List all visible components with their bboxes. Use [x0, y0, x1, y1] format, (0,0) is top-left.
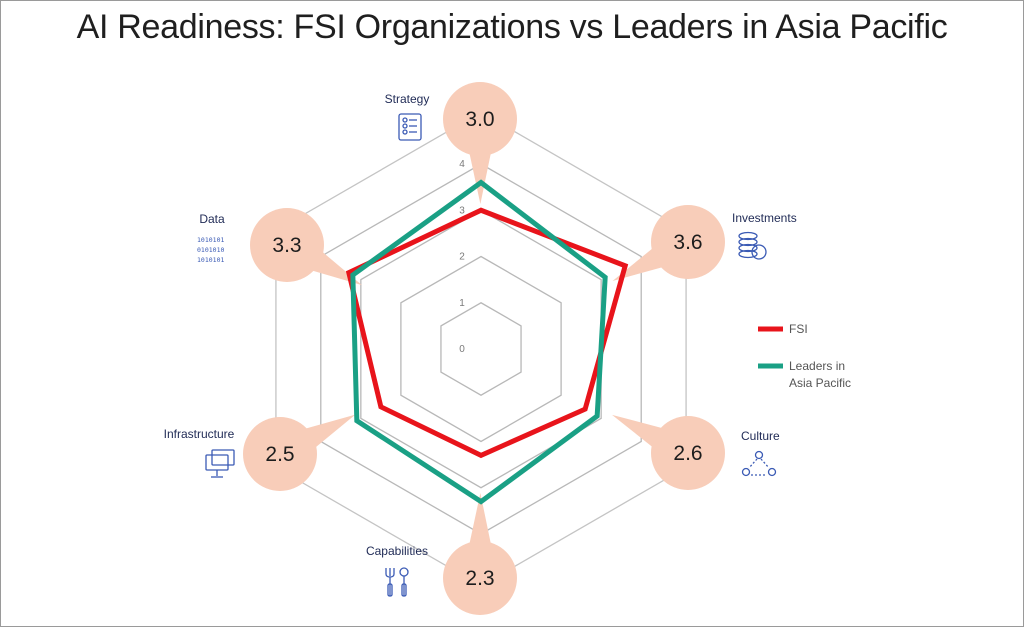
icon-part [738, 237, 758, 247]
binary-data-icon: 1010101 0101010 1010101 [197, 236, 224, 264]
value-bubbles: 3.0 3.6 2.6 2.3 2.5 3.3 [243, 82, 725, 615]
icon-part [767, 467, 777, 477]
series-line-leaders [350, 179, 608, 505]
axis-label-data: Data [199, 212, 225, 226]
grid-ring-2 [400, 255, 562, 443]
icon-part [738, 231, 758, 241]
axis-label-strategy: Strategy [385, 92, 430, 106]
value-bubble-data: 3.3 [250, 208, 362, 286]
icon-part: 1010101 [197, 236, 224, 244]
icon-part [211, 449, 235, 466]
bubble-value: 3.3 [272, 234, 301, 257]
value-bubble-infrastructure: 2.5 [243, 414, 356, 491]
value-bubble-culture: 2.6 [612, 414, 725, 490]
legend-label: Leaders in Asia Pacific [789, 359, 851, 390]
axis-label-infrastructure: Infrastructure [164, 427, 235, 441]
coins-stack-icon [738, 231, 767, 260]
icon-part [748, 458, 758, 469]
tools-icon [385, 567, 409, 597]
icon-part [741, 467, 751, 477]
icon-part [738, 243, 758, 253]
icon-part [399, 567, 409, 577]
icon-part: 1010101 [197, 256, 224, 264]
bubble-value: 2.3 [465, 567, 494, 590]
icon-part [760, 458, 770, 469]
grid-ring-3 [360, 209, 602, 489]
bubble-circle [243, 417, 317, 491]
value-bubble-strategy: 3.0 [443, 82, 517, 204]
value-bubble-capabilities: 2.3 [443, 493, 517, 615]
bubble-pointer [468, 493, 493, 551]
icon-part [387, 583, 393, 597]
icon-part [398, 113, 422, 141]
axis-labels: Strategy Investments Culture Capabilities In… [164, 92, 797, 558]
icon-part [385, 568, 395, 596]
tick-labels: 0 1 2 3 4 [459, 159, 465, 355]
bubble-value: 2.5 [265, 443, 294, 466]
legend-label-line: Leaders in [789, 359, 845, 373]
axis-icons: 1010101 0101010 1010101 [197, 113, 777, 597]
bubble-circle [651, 416, 725, 490]
bubble-value: 3.0 [465, 108, 494, 131]
tick-label-4: 4 [459, 159, 465, 170]
bubble-value: 3.6 [673, 231, 702, 254]
bubble-circle [250, 208, 324, 282]
axis-label-capabilities: Capabilities [366, 544, 428, 558]
strategy-checklist-icon [398, 113, 422, 141]
legend-item-leaders: Leaders in Asia Pacific [758, 359, 851, 390]
bubble-circle [443, 82, 517, 156]
people-network-icon [741, 450, 777, 477]
icon-part [738, 249, 758, 259]
legend-item-fsi: FSI [758, 322, 808, 336]
tick-label-2: 2 [459, 252, 465, 263]
tick-label-1: 1 [459, 298, 465, 309]
icon-part [751, 244, 767, 260]
axis-label-investments: Investments [732, 211, 797, 225]
value-bubble-investments: 3.6 [612, 205, 725, 282]
bubble-value: 2.6 [673, 442, 702, 465]
bubble-circle [443, 541, 517, 615]
axis-label-culture: Culture [741, 429, 780, 443]
chart-title: AI Readiness: FSI Organizations vs Leade… [76, 8, 948, 46]
tick-label-3: 3 [459, 205, 465, 216]
series-lines [345, 179, 629, 505]
icon-part: 0101010 [197, 246, 224, 254]
series-line-fsi [345, 207, 629, 459]
monitors-icon [205, 449, 235, 478]
icon-part [205, 454, 229, 471]
icon-part [402, 123, 408, 129]
legend-label: FSI [789, 322, 808, 336]
icon-part [401, 583, 407, 597]
bubble-pointer [468, 146, 493, 204]
icon-part [402, 129, 408, 135]
legend: FSI Leaders in Asia Pacific [758, 322, 851, 390]
grid-ring-1 [440, 301, 522, 397]
bubble-circle [651, 205, 725, 279]
legend-label-line: Asia Pacific [789, 376, 851, 390]
tick-label-0: 0 [459, 344, 465, 355]
icon-part [402, 117, 408, 123]
icon-part [754, 450, 764, 460]
